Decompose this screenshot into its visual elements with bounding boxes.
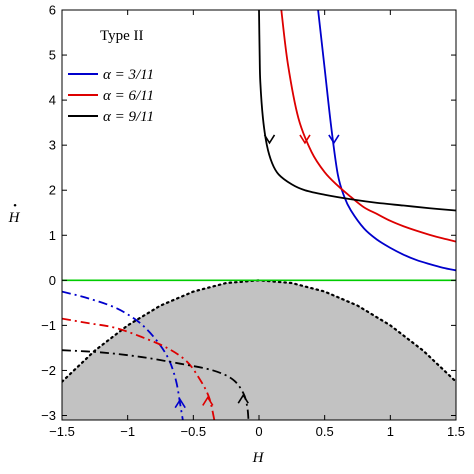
series-line-5 [62, 317, 216, 420]
legend-title: Type II [100, 28, 144, 44]
y-tick-label: −2 [41, 363, 56, 378]
series-arrow-2 [299, 134, 311, 145]
x-tick-label: 1.5 [447, 424, 465, 439]
x-tick-label: 0.5 [316, 424, 334, 439]
series-arrow-1 [328, 134, 340, 145]
series-arrow-6 [237, 393, 249, 404]
series-arrow-3 [263, 134, 276, 145]
series-line-4 [62, 290, 184, 420]
legend-label-2: α = 6/11 [103, 88, 154, 104]
x-axis-title: H [252, 450, 265, 466]
plot-area [62, 10, 456, 420]
series-line-1 [317, 10, 456, 272]
x-tick-label: 1 [387, 424, 394, 439]
y-axis-title: H [8, 210, 21, 226]
series-line-3 [258, 10, 456, 212]
series-line-6 [62, 349, 250, 420]
axis-ticks: −1.5 −1 −0.5 0 0.5 1 1.5 −3 −2 −1 0 1 2 3 4 5 6 [41, 3, 465, 440]
x-tick-label: −0.5 [180, 424, 206, 439]
y-tick-label: 2 [49, 183, 56, 198]
legend-label-1: α = 3/11 [103, 67, 154, 83]
shaded-region [62, 280, 456, 420]
legend: Type II α = 3/11 α = 6/11 α = 9/11 [68, 28, 154, 125]
legend-label-3: α = 9/11 [103, 109, 154, 125]
x-tick-label: 0 [255, 424, 262, 439]
y-tick-label: −1 [41, 318, 56, 333]
y-tick-label: 1 [49, 228, 56, 243]
y-tick-label: 0 [49, 273, 56, 288]
y-tick-label: 3 [49, 138, 56, 153]
y-tick-label: −3 [41, 408, 56, 423]
series-arrow-4 [174, 398, 186, 409]
series-arrow-5 [202, 395, 214, 406]
x-tick-label: −1.5 [49, 424, 75, 439]
x-tick-label: −1 [120, 424, 135, 439]
y-tick-label: 5 [49, 48, 56, 63]
y-tick-label: 6 [49, 3, 56, 18]
y-axis-title-dot: • [13, 200, 17, 212]
series-line-2 [280, 10, 456, 243]
y-tick-label: 4 [49, 93, 56, 108]
